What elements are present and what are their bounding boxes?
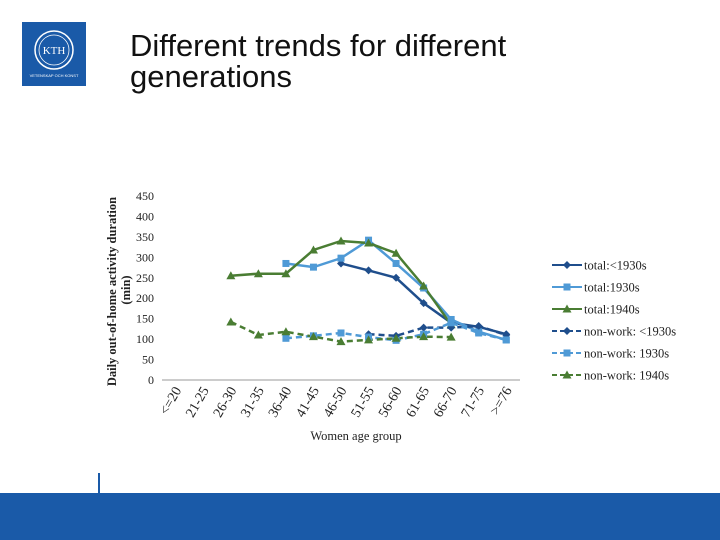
data-point <box>281 269 291 278</box>
logo-subtext: VETENSKAP OCH KONST <box>30 73 79 78</box>
x-tick-label: >=76 <box>488 385 516 418</box>
x-tick-label: 21-25 <box>183 385 212 421</box>
legend-label: non-work: <1930s <box>584 325 676 339</box>
data-point <box>282 334 290 342</box>
data-point <box>419 281 429 290</box>
series-lines <box>230 238 507 343</box>
data-point <box>308 245 318 254</box>
y-tick-label: 150 <box>136 312 154 326</box>
footer-notch <box>98 473 100 495</box>
legend-marker <box>562 370 572 379</box>
y-tick-label: 350 <box>136 230 154 244</box>
legend-label: total:<1930s <box>584 259 647 273</box>
series-markers <box>226 236 511 346</box>
legend-marker <box>562 304 572 313</box>
data-point <box>226 317 236 326</box>
y-tick-label: 400 <box>136 209 154 223</box>
series-line-0 <box>340 262 507 336</box>
data-point <box>226 271 236 280</box>
y-axis-title-group: Daily out-of-home activity duration (min… <box>105 194 133 386</box>
y-axis-title-line-2: (min) <box>119 275 133 304</box>
legend-marker <box>563 327 571 335</box>
x-tick-label: <=20 <box>157 385 185 418</box>
data-point <box>337 254 345 262</box>
legend-label: non-work: 1940s <box>584 369 669 383</box>
x-tick-label: 61-65 <box>404 385 433 421</box>
x-tick-labels: <=2021-2526-3031-3536-4041-4546-5051-555… <box>157 385 515 421</box>
x-tick-label: 36-40 <box>266 385 295 421</box>
x-tick-label: 31-35 <box>239 385 268 421</box>
y-axis-title-line-1: Daily out-of-home activity duration <box>105 197 119 386</box>
data-point <box>446 332 456 341</box>
data-point <box>337 329 345 337</box>
data-point <box>391 248 401 257</box>
data-point <box>336 236 346 245</box>
y-tick-label: 300 <box>136 250 154 264</box>
data-point <box>392 259 400 267</box>
legend-marker <box>563 283 571 291</box>
x-tick-label: 56-60 <box>376 385 405 421</box>
data-point <box>281 327 291 336</box>
y-axis-title: Daily out-of-home activity duration (min… <box>105 194 133 386</box>
x-tick-label: 51-55 <box>349 385 378 421</box>
data-point <box>282 259 290 267</box>
data-point <box>336 337 346 346</box>
data-point <box>392 273 401 282</box>
logo-text: KTH <box>43 45 66 57</box>
data-point <box>447 319 455 327</box>
legend-marker <box>563 261 571 269</box>
y-tick-label: 100 <box>136 332 154 346</box>
y-tick-label: 50 <box>142 353 154 367</box>
data-point <box>309 263 317 271</box>
footer-bar <box>0 493 720 540</box>
data-point <box>502 336 510 344</box>
data-point <box>475 329 483 337</box>
y-tick-label: 450 <box>136 189 154 203</box>
data-point <box>474 322 483 331</box>
data-point <box>419 332 429 341</box>
x-tick-label: 46-50 <box>321 385 350 421</box>
line-chart: Daily out-of-home activity duration (min… <box>105 189 676 443</box>
legend-marker <box>563 349 571 357</box>
slide-title: Different trends for different generatio… <box>130 28 507 94</box>
legend-label: total:1940s <box>584 303 640 317</box>
y-tick-label: 250 <box>136 271 154 285</box>
data-point <box>419 323 428 332</box>
y-tick-labels: 0 50 100 150 200 250 300 350 400 450 <box>136 189 154 387</box>
x-axis-title: Women age group <box>310 429 401 443</box>
data-point <box>308 332 318 341</box>
legend-label: total:1930s <box>584 281 640 295</box>
data-point <box>391 333 401 342</box>
y-tick-label: 0 <box>148 373 154 387</box>
data-point <box>364 335 374 344</box>
data-point <box>364 238 374 247</box>
footer-white-strip <box>100 473 720 493</box>
x-tick-label: 26-30 <box>211 385 240 421</box>
data-point <box>253 330 263 339</box>
x-tick-label: 66-70 <box>431 385 460 421</box>
x-tick-label: 41-45 <box>294 385 323 421</box>
legend-label: non-work: 1930s <box>584 347 669 361</box>
data-point <box>419 299 428 308</box>
x-tick-label: 71-75 <box>459 385 488 421</box>
kth-logo: KTH VETENSKAP OCH KONST <box>22 22 86 86</box>
data-point <box>364 266 373 275</box>
data-point <box>253 269 263 278</box>
legend: total:<1930s total:1930s total:1940s non-wo… <box>552 259 676 383</box>
y-tick-label: 200 <box>136 291 154 305</box>
